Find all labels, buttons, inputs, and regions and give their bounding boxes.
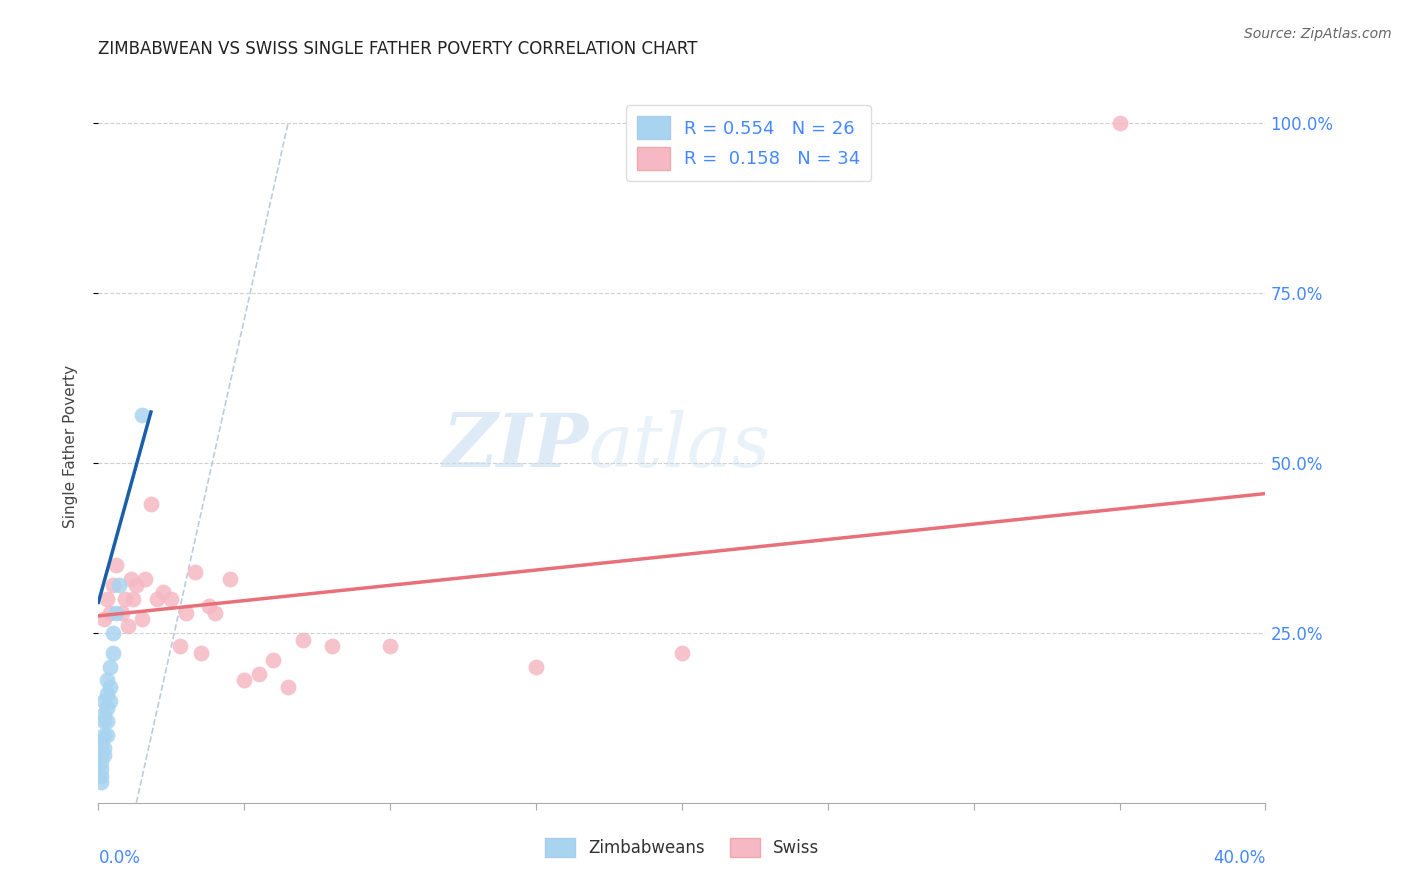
- Point: [1108, 116, 1130, 130]
- Point: [90, 734, 112, 748]
- Point: [671, 646, 693, 660]
- Point: [378, 640, 402, 654]
- Point: [174, 606, 197, 620]
- Point: [233, 673, 256, 688]
- Point: [169, 640, 191, 654]
- Legend: Zimbabweans, Swiss: Zimbabweans, Swiss: [536, 830, 828, 866]
- Point: [93, 728, 115, 742]
- Point: [96, 687, 118, 701]
- Point: [321, 640, 343, 654]
- Point: [120, 572, 142, 586]
- Point: [134, 572, 156, 586]
- Point: [139, 497, 162, 511]
- Point: [90, 775, 112, 789]
- Point: [122, 591, 145, 606]
- Text: 0.0%: 0.0%: [98, 849, 141, 867]
- Point: [104, 606, 127, 620]
- Point: [291, 632, 314, 647]
- Point: [90, 741, 112, 756]
- Point: [277, 680, 299, 694]
- Text: 40.0%: 40.0%: [1213, 849, 1265, 867]
- Point: [146, 591, 169, 606]
- Point: [131, 612, 153, 626]
- Point: [90, 762, 112, 776]
- Point: [104, 558, 127, 572]
- Point: [204, 606, 226, 620]
- Point: [96, 714, 118, 729]
- Point: [98, 680, 121, 694]
- Point: [101, 578, 124, 592]
- Point: [93, 714, 115, 729]
- Point: [108, 578, 131, 592]
- Point: [98, 660, 121, 674]
- Y-axis label: Single Father Poverty: Single Father Poverty: [63, 365, 77, 527]
- Point: [90, 748, 112, 763]
- Point: [98, 694, 121, 708]
- Point: [218, 572, 240, 586]
- Point: [152, 585, 174, 599]
- Point: [96, 728, 118, 742]
- Point: [198, 599, 221, 613]
- Point: [90, 769, 112, 783]
- Point: [93, 748, 115, 763]
- Point: [114, 591, 136, 606]
- Point: [125, 578, 148, 592]
- Text: atlas: atlas: [589, 409, 770, 483]
- Point: [117, 619, 139, 633]
- Text: ZIP: ZIP: [443, 409, 589, 483]
- Point: [96, 700, 118, 714]
- Point: [262, 653, 284, 667]
- Point: [93, 694, 115, 708]
- Point: [111, 606, 134, 620]
- Text: Source: ZipAtlas.com: Source: ZipAtlas.com: [1244, 27, 1392, 41]
- Point: [96, 673, 118, 688]
- Point: [160, 591, 183, 606]
- Point: [183, 565, 205, 579]
- Point: [247, 666, 270, 681]
- Text: ZIMBABWEAN VS SWISS SINGLE FATHER POVERTY CORRELATION CHART: ZIMBABWEAN VS SWISS SINGLE FATHER POVERT…: [98, 40, 697, 58]
- Point: [96, 591, 118, 606]
- Point: [101, 626, 124, 640]
- Point: [190, 646, 212, 660]
- Point: [93, 741, 115, 756]
- Point: [101, 646, 124, 660]
- Point: [93, 612, 115, 626]
- Point: [131, 409, 153, 423]
- Point: [98, 606, 121, 620]
- Point: [93, 707, 115, 722]
- Point: [524, 660, 547, 674]
- Point: [90, 755, 112, 769]
